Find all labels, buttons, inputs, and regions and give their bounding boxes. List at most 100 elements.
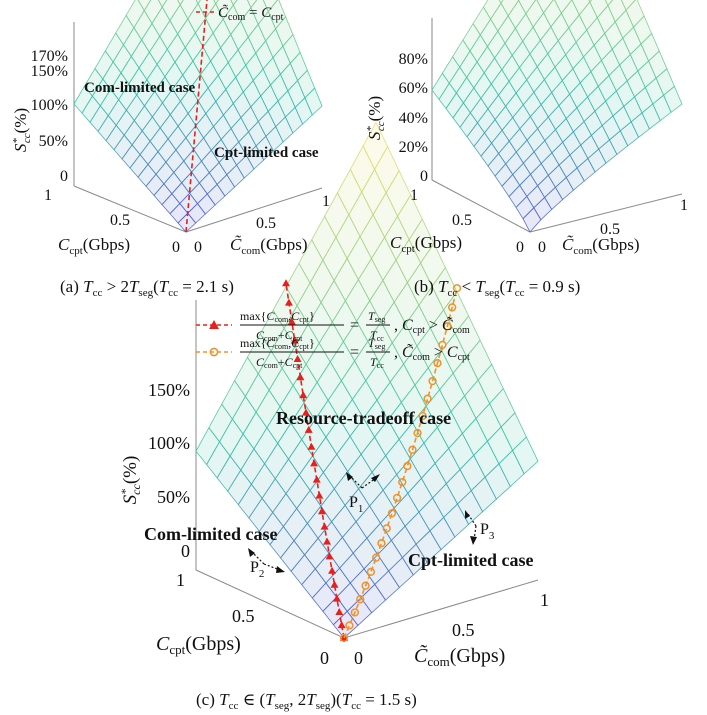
plot-a-ztick-150: 150% bbox=[31, 63, 68, 80]
plot-c-orange-marker bbox=[372, 553, 381, 562]
plot-c-orange-marker bbox=[452, 284, 462, 293]
plot-a-surface-cell bbox=[157, 0, 168, 8]
plot-c-red-marker bbox=[332, 594, 341, 602]
plot-c bbox=[195, 121, 539, 643]
plot-b-ylabel: Ccpt(Gbps) bbox=[390, 233, 462, 255]
plot-c-ztick-150: 150% bbox=[148, 380, 190, 400]
plot-c-orange-marker bbox=[433, 358, 442, 368]
plot-c-xtick-1: 1 bbox=[540, 590, 549, 610]
plot-a-region-cpt: Cpt-limited case bbox=[214, 145, 319, 161]
plot-b-zlabel: S*cc(%) bbox=[365, 96, 387, 140]
plot-c-orange-marker bbox=[408, 445, 417, 454]
axis-y bbox=[431, 179, 531, 233]
plot-c-orange-marker bbox=[350, 608, 360, 617]
plot-c-orange-line bbox=[343, 288, 458, 639]
plot-c-orange-marker bbox=[382, 524, 391, 533]
plot-c-region-cpt: Cpt-limited case bbox=[408, 550, 533, 570]
plot-c-xtick-0.5: 0.5 bbox=[452, 620, 475, 640]
plot-a-ytick-0: 0 bbox=[172, 239, 180, 256]
plot-c-red-marker bbox=[299, 391, 308, 399]
plot-c-zlabel: S*cc(%) bbox=[118, 456, 143, 505]
plot-a-ylabel: Ccpt(Gbps) bbox=[58, 235, 130, 257]
plot-a-xtick-0: 0 bbox=[194, 239, 202, 256]
plot-c-ytick-0.5: 0.5 bbox=[232, 606, 255, 626]
plot-c-red-marker bbox=[315, 491, 324, 499]
plot-b-ytick-1: 1 bbox=[410, 187, 418, 204]
plot-c-red-marker bbox=[307, 442, 316, 450]
plot-a-zlabel: S*cc(%) bbox=[11, 108, 33, 152]
plot-b-caption: (b) Tcc < Tseg(Tcc = 0.9 s) bbox=[414, 277, 580, 299]
plot-c-red-marker bbox=[290, 336, 299, 344]
plot-c-ztick-50: 50% bbox=[157, 487, 190, 507]
plot-a-xlabel: C̃com(Gbps) bbox=[230, 235, 308, 257]
plot-a-region-com: Com-limited case bbox=[84, 80, 196, 96]
plot-c-red-marker bbox=[337, 621, 346, 629]
plot-c-orange-marker bbox=[423, 394, 432, 403]
plot-c-region-tradeoff: Resource-tradeoff case bbox=[276, 408, 451, 428]
plot-c-red-marker bbox=[310, 459, 319, 467]
plot-a-xtick-0.5: 0.5 bbox=[256, 215, 276, 232]
plot-c-red-marker bbox=[301, 408, 310, 416]
plot-a-text: C̃com = Ccpt 170% 150% 100% 50% 0 S*cc(%… bbox=[11, 4, 330, 299]
plot-b-ytick-0.5: 0.5 bbox=[452, 212, 472, 229]
plot-c-orange-marker bbox=[428, 376, 437, 386]
plot-c-xlabel: C̃com(Gbps) bbox=[414, 644, 505, 669]
plot-c-ylabel: Ccpt(Gbps) bbox=[156, 633, 241, 657]
plot-c-red-marker bbox=[304, 425, 313, 433]
plot-a-equal-line bbox=[185, 0, 208, 233]
axis-x bbox=[529, 193, 683, 233]
plot-c-red-marker bbox=[296, 373, 305, 381]
plot-c-caption: (c) Tcc ∈ (Tseg, 2Tseg)(Tcc = 1.5 s) bbox=[196, 690, 417, 712]
plot-c-orange-marker bbox=[345, 621, 354, 630]
svg-text:max{Ccom,Ccpt}: max{Ccom,Ccpt} bbox=[240, 309, 315, 324]
svg-text:Ccom+Ccpt: Ccom+Ccpt bbox=[256, 328, 303, 343]
plot-a-ytick-1: 1 bbox=[44, 187, 52, 204]
plot-c-ytick-0: 0 bbox=[320, 648, 329, 668]
svg-text:=: = bbox=[350, 344, 359, 361]
plot-c-point-p3: P3 bbox=[465, 510, 495, 545]
plot-c-red-marker bbox=[282, 279, 290, 287]
plot-c-orange-marker bbox=[339, 633, 349, 643]
plot-c-legend-1: max{Ccom,Ccpt} Ccom+Ccpt = Tseg Tcc , Cc… bbox=[196, 309, 470, 343]
plot-c-orange-marker bbox=[443, 322, 452, 331]
plot-b-xtick-1: 1 bbox=[680, 197, 688, 214]
plot-a-xtick-1: 1 bbox=[322, 193, 330, 210]
plot-c-orange-marker bbox=[413, 428, 422, 438]
plot-c-red-marker bbox=[328, 566, 337, 574]
plot-c-orange-marker bbox=[392, 493, 402, 503]
plot-c-red-marker bbox=[325, 552, 334, 560]
plot-a-ytick-0.5: 0.5 bbox=[110, 212, 130, 229]
plot-c-orange-marker bbox=[387, 509, 397, 518]
plot-a bbox=[73, 0, 323, 233]
plot-c-ztick-0: 0 bbox=[181, 541, 190, 561]
plot-a-ztick-50: 50% bbox=[39, 133, 68, 150]
plot-c-red-marker bbox=[293, 355, 302, 363]
plot-a-ztick-170: 170% bbox=[31, 48, 68, 65]
plot-b-ztick-60: 60% bbox=[399, 80, 428, 97]
plot-a-surface-cell bbox=[230, 0, 238, 6]
plot-c-region-com: Com-limited case bbox=[144, 524, 277, 544]
axis-y bbox=[73, 185, 187, 233]
plot-c-red-marker bbox=[320, 522, 329, 530]
axis-x bbox=[343, 579, 539, 639]
plot-c-red-marker bbox=[312, 475, 321, 483]
plot-c-orange-marker bbox=[398, 477, 407, 487]
plot-c-red-marker bbox=[335, 608, 344, 616]
plot-c-orange-marker bbox=[356, 595, 365, 604]
axis-x bbox=[185, 187, 323, 233]
plot-c-red-marker bbox=[330, 580, 339, 588]
plot-c-orange-marker bbox=[418, 411, 427, 421]
plot-b-ztick-0: 0 bbox=[420, 168, 428, 185]
plot-b-surface-cell bbox=[604, 0, 614, 7]
plot-a-surface-cell bbox=[247, 0, 258, 9]
svg-text:=: = bbox=[350, 317, 359, 334]
plot-a-surface-cell bbox=[177, 0, 184, 6]
svg-text:max{Ccom,Ccpt}: max{Ccom,Ccpt} bbox=[240, 336, 315, 351]
plot-c-red-marker bbox=[287, 317, 296, 325]
plot-c-red-marker bbox=[323, 537, 332, 545]
svg-text:P2: P2 bbox=[250, 559, 264, 580]
plot-b-ytick-0: 0 bbox=[516, 239, 524, 256]
plot-a-ztick-100: 100% bbox=[31, 97, 68, 114]
plot-a-caption: (a) Tcc > 2Tseg(Tcc = 2.1 s) bbox=[60, 277, 234, 299]
